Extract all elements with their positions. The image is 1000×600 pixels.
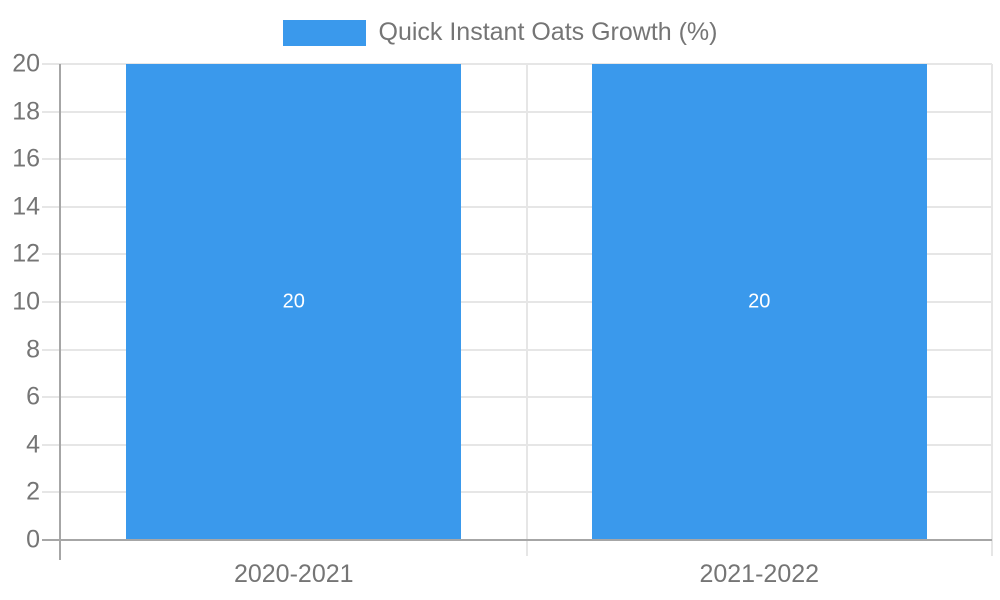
legend-label: Quick Instant Oats Growth (%) bbox=[378, 18, 718, 46]
y-tick-label: 2 bbox=[26, 477, 40, 506]
y-tick-label: 10 bbox=[12, 287, 40, 316]
y-gridline bbox=[42, 63, 992, 65]
y-gridline bbox=[42, 396, 992, 399]
bar-value-label: 20 bbox=[748, 290, 771, 313]
bar-2020-2021: 20 bbox=[126, 64, 462, 540]
bar-value-label: 20 bbox=[282, 290, 305, 313]
y-gridline bbox=[42, 443, 992, 446]
y-gridline bbox=[42, 205, 992, 208]
y-gridline bbox=[42, 158, 992, 161]
y-tick-label: 4 bbox=[26, 430, 40, 459]
y-tick-label: 8 bbox=[26, 335, 40, 364]
y-tick-label: 0 bbox=[26, 525, 40, 554]
y-gridline bbox=[42, 491, 992, 494]
x-tick-label: 2021-2022 bbox=[699, 560, 820, 588]
y-axis-line bbox=[59, 64, 61, 560]
y-tick-label: 6 bbox=[26, 382, 40, 411]
plot-area: 0 2 4 6 8 10 12 14 16 18 20 20 2020-2021 20 2021-2022 bbox=[12, 51, 993, 587]
y-gridline bbox=[42, 348, 992, 351]
legend-swatch bbox=[282, 19, 366, 46]
x-tick-label: 2020-2021 bbox=[233, 560, 354, 588]
y-tick-label: 12 bbox=[12, 239, 40, 268]
y-tick-label: 18 bbox=[12, 97, 40, 126]
y-tick-label: 14 bbox=[12, 192, 40, 221]
x-axis-baseline bbox=[42, 539, 992, 541]
category-divider-line bbox=[525, 64, 528, 556]
y-gridline bbox=[42, 301, 992, 303]
y-gridline bbox=[42, 110, 992, 113]
y-gridline bbox=[42, 253, 992, 256]
plot-right-border-line bbox=[991, 64, 993, 556]
bar-2021-2022: 20 bbox=[591, 64, 927, 540]
y-tick-label: 20 bbox=[12, 49, 40, 78]
y-tick-label: 16 bbox=[12, 144, 40, 173]
chart-legend: Quick Instant Oats Growth (%) bbox=[0, 18, 1000, 47]
